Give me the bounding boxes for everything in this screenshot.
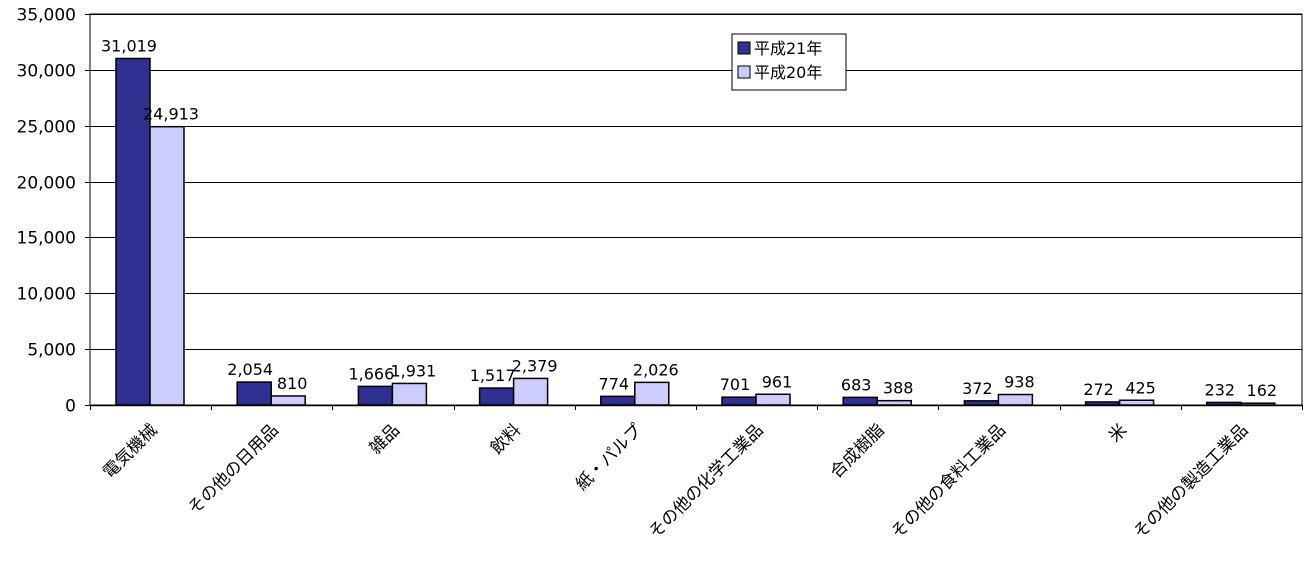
y-tick-label: 35,000 [17,6,76,26]
x-category-label: 電気機械 [99,420,161,482]
y-tick-label: 15,000 [17,229,76,249]
bar-series1 [478,387,515,406]
x-category-label: 飲料 [487,420,525,458]
data-label: 388 [883,379,914,398]
data-label: 162 [1247,381,1278,400]
legend-label: 平成20年 [754,63,822,82]
bar-series2 [1118,399,1155,406]
y-tick-label: 30,000 [17,62,76,82]
y-tick-label: 5,000 [27,341,76,361]
bar-series1 [721,396,757,406]
bar-series2 [149,125,185,406]
data-label: 31,019 [101,36,157,55]
bar-series2 [512,377,549,406]
x-category-label: 紙・パルプ [572,420,646,494]
legend-swatch [737,41,751,55]
data-label: 425 [1125,378,1156,397]
x-category-label: その他の日用品 [184,420,282,518]
x-category-label: その他の製造工業品 [1130,420,1252,542]
data-label: 961 [762,372,793,391]
bar-series1 [842,396,878,406]
bar-series1 [357,385,394,406]
plot-area-border [89,13,1303,406]
data-label: 2,379 [512,356,558,375]
x-category-label: 合成樹脂 [827,420,889,482]
bar-series2 [755,393,791,406]
x-category-label: その他の化学工業品 [645,420,767,542]
y-axis-ticks: 0 5,000 10,000 15,000 20,000 25,000 30,000 35,0… [17,6,90,417]
bar-series2 [997,393,1034,406]
y-tick-label: 10,000 [17,285,76,305]
x-category-label: 雑品 [366,420,404,458]
data-labels: 31,019 2,054 1,666 1,517 774 701 683 372 272 232 2… [101,36,1277,400]
bar-series1 [236,381,272,406]
axes [89,13,1303,410]
data-label: 1,931 [390,361,436,380]
bar-series2 [391,382,428,406]
x-category-label: 米 [1105,420,1131,446]
data-label: 810 [277,374,308,393]
bar-series1 [600,395,636,406]
data-label: 774 [599,374,630,393]
data-label: 683 [841,375,872,394]
data-label: 372 [962,379,993,398]
data-label: 1,517 [470,366,516,385]
bars [115,57,1276,406]
bar-series2 [634,381,670,406]
legend-box [731,33,847,91]
y-tick-label: 0 [65,397,76,417]
data-label: 24,913 [143,105,199,124]
bar-series1 [963,400,1000,406]
data-label: 272 [1083,380,1114,399]
y-tick-label: 20,000 [17,174,76,194]
data-label: 938 [1004,373,1035,392]
data-label: 2,026 [633,360,679,379]
bar-series2 [876,399,912,406]
data-label: 701 [720,375,751,394]
data-label: 232 [1205,380,1236,399]
legend-swatch [737,65,751,79]
bar-series2 [270,395,306,406]
y-tick-label: 25,000 [17,118,76,138]
gridlines [90,14,1302,350]
data-label: 2,054 [227,360,273,379]
legend-label: 平成21年 [754,39,822,58]
data-label: 1,666 [348,364,394,383]
x-category-label: その他の食料工業品 [888,420,1010,542]
